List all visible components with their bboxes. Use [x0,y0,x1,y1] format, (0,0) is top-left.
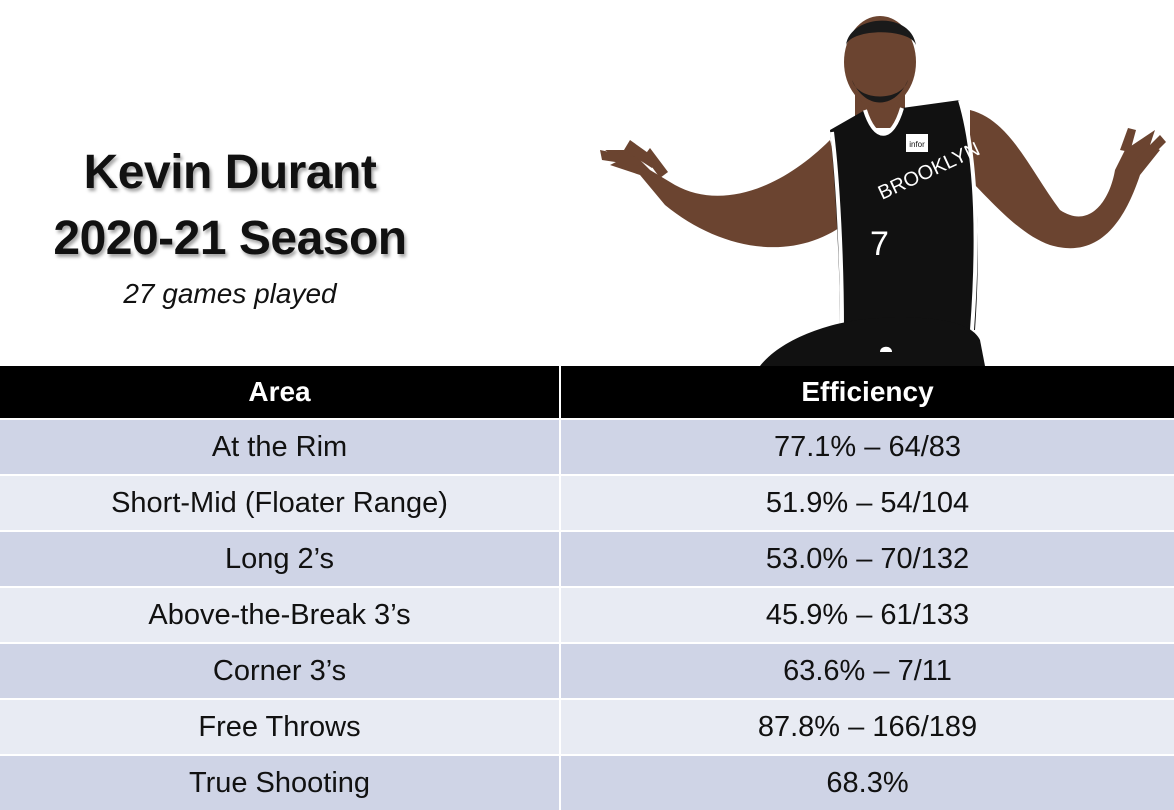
area-cell: Short-Mid (Floater Range) [0,476,561,532]
jersey-number: 7 [870,225,889,263]
table-row: Long 2’s 53.0% – 70/132 [0,532,1174,588]
header-area: Area [0,366,561,420]
efficiency-cell: 53.0% – 70/132 [561,532,1174,588]
efficiency-cell: 45.9% – 61/133 [561,588,1174,644]
efficiency-cell: 63.6% – 7/11 [561,644,1174,700]
table-row: At the Rim 77.1% – 64/83 [0,420,1174,476]
player-name: Kevin Durant [83,146,377,199]
area-cell: Above-the-Break 3’s [0,588,561,644]
area-cell: At the Rim [0,420,561,476]
area-cell: Corner 3’s [0,644,561,700]
player-photo: infor BROOKLYN 7 [580,0,1174,366]
player-illustration: infor BROOKLYN 7 [600,16,1166,366]
title-block: Kevin Durant 2020-21 Season 27 games pla… [0,140,460,314]
header-efficiency: Efficiency [561,366,1174,420]
table-row: Above-the-Break 3’s 45.9% – 61/133 [0,588,1174,644]
table-row: Free Throws 87.8% – 166/189 [0,700,1174,756]
games-played-subtitle: 27 games played [123,278,337,309]
table-header-row: Area Efficiency [0,366,1174,420]
efficiency-table: Area Efficiency At the Rim 77.1% – 64/83… [0,366,1174,810]
efficiency-cell: 68.3% [561,756,1174,810]
table-row: Short-Mid (Floater Range) 51.9% – 54/104 [0,476,1174,532]
area-cell: Long 2’s [0,532,561,588]
table-row: Corner 3’s 63.6% – 7/11 [0,644,1174,700]
area-cell: Free Throws [0,700,561,756]
efficiency-cell: 87.8% – 166/189 [561,700,1174,756]
area-cell: True Shooting [0,756,561,810]
table-row: True Shooting 68.3% [0,756,1174,810]
efficiency-cell: 77.1% – 64/83 [561,420,1174,476]
jersey-patch: infor [909,140,925,149]
efficiency-cell: 51.9% – 54/104 [561,476,1174,532]
season-title: 2020-21 Season [53,212,407,265]
